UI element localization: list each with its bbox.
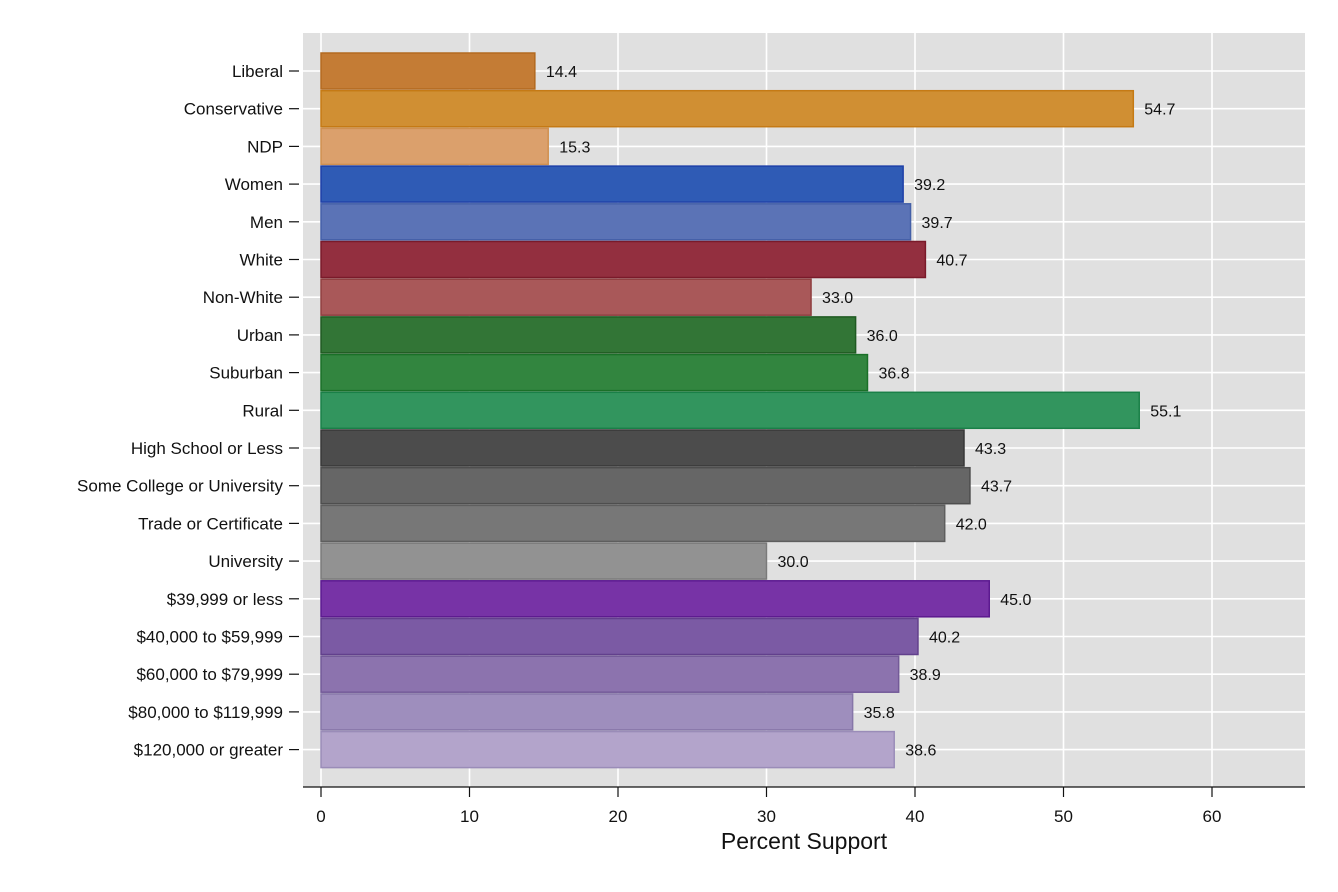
x-tick-label: 0 [316,807,325,826]
value-label: 36.8 [878,366,909,383]
category-label: University [208,552,283,571]
category-label: Urban [237,326,283,345]
bar [320,52,536,90]
category-label: Women [225,175,283,194]
category-label: $120,000 or greater [134,741,284,760]
category-label: Men [250,213,283,232]
bar [320,127,549,166]
bar [320,203,912,241]
category-label: Trade or Certificate [138,514,283,533]
value-label: 38.6 [905,743,936,760]
value-label: 33.0 [822,290,853,307]
bar [320,353,869,392]
bar [320,391,1140,430]
x-axis: 0 10 20 30 40 50 60 [303,786,1305,826]
bar [320,89,1135,128]
bar [320,316,857,354]
value-label: 35.8 [864,705,895,722]
x-tick-label: 40 [906,807,925,826]
value-label: 36.0 [867,328,898,345]
category-label: Suburban [209,364,283,383]
bar [320,429,965,467]
bar [320,278,812,316]
category-label: Conservative [184,100,283,119]
value-label: 54.7 [1144,102,1175,119]
bar [320,693,854,731]
category-label: $80,000 to $119,999 [128,703,283,722]
bar [320,240,927,279]
category-label: NDP [247,137,283,156]
category-label: High School or Less [131,439,283,458]
category-label: Some College or University [77,477,283,496]
x-tick-label: 30 [757,807,776,826]
bar [320,617,919,656]
bars [320,52,1140,769]
category-labels: Liberal Conservative NDP Women Men White Non-W… [77,62,299,760]
value-labels: 14.4 54.7 15.3 39.2 39.7 40.7 33.0 36.0 36.8 55.1… [546,64,1182,760]
bar [320,730,895,769]
value-label: 30.0 [778,554,809,571]
bar [320,542,768,580]
bar [320,580,990,618]
value-label: 40.2 [929,630,960,647]
value-label: 38.9 [910,667,941,684]
category-label: $39,999 or less [167,590,283,609]
value-label: 40.7 [936,253,967,270]
category-label: Rural [242,401,283,420]
x-tick-label: 50 [1054,807,1073,826]
value-label: 43.7 [981,479,1012,496]
x-tick-label: 60 [1203,807,1222,826]
category-label: White [240,251,283,270]
bar [320,165,904,203]
value-label: 14.4 [546,64,577,81]
category-label: $60,000 to $79,999 [136,665,283,684]
category-label: $40,000 to $59,999 [136,628,283,647]
category-label: Non-White [203,288,283,307]
value-label: 39.7 [922,215,953,232]
x-tick-label: 20 [609,807,628,826]
bar [320,655,900,693]
value-label: 45.0 [1000,592,1031,609]
bar [320,504,946,543]
value-label: 55.1 [1150,403,1181,420]
category-label: Liberal [232,62,283,81]
value-label: 39.2 [914,177,945,194]
value-label: 15.3 [559,139,590,156]
bar [320,466,971,505]
x-axis-title: Percent Support [721,828,888,854]
value-label: 43.3 [975,441,1006,458]
x-tick-label: 10 [460,807,479,826]
value-label: 42.0 [956,516,987,533]
